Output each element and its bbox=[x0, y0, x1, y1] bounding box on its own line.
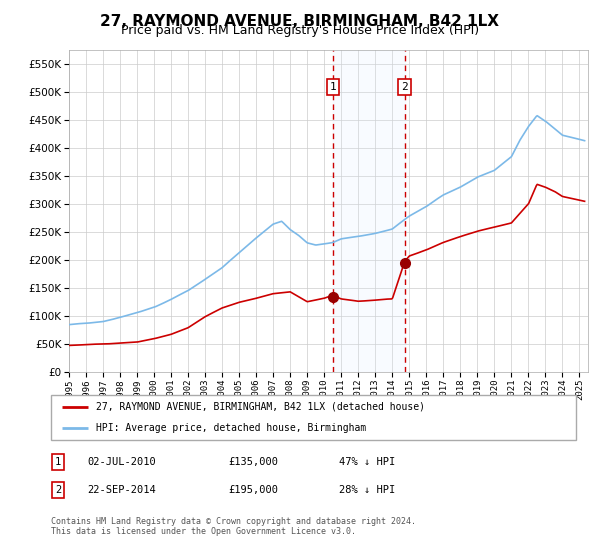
Text: 22-SEP-2014: 22-SEP-2014 bbox=[87, 485, 156, 495]
Text: £135,000: £135,000 bbox=[228, 457, 278, 467]
Text: Price paid vs. HM Land Registry's House Price Index (HPI): Price paid vs. HM Land Registry's House … bbox=[121, 24, 479, 37]
Text: 47% ↓ HPI: 47% ↓ HPI bbox=[339, 457, 395, 467]
Text: 2: 2 bbox=[55, 485, 61, 495]
Text: HPI: Average price, detached house, Birmingham: HPI: Average price, detached house, Birm… bbox=[95, 422, 366, 432]
Text: 1: 1 bbox=[55, 457, 61, 467]
Text: 02-JUL-2010: 02-JUL-2010 bbox=[87, 457, 156, 467]
Text: 27, RAYMOND AVENUE, BIRMINGHAM, B42 1LX (detached house): 27, RAYMOND AVENUE, BIRMINGHAM, B42 1LX … bbox=[95, 402, 425, 412]
Text: 2: 2 bbox=[401, 82, 408, 92]
FancyBboxPatch shape bbox=[51, 395, 576, 440]
Text: 27, RAYMOND AVENUE, BIRMINGHAM, B42 1LX: 27, RAYMOND AVENUE, BIRMINGHAM, B42 1LX bbox=[101, 14, 499, 29]
Text: 1: 1 bbox=[329, 82, 336, 92]
Text: Contains HM Land Registry data © Crown copyright and database right 2024.: Contains HM Land Registry data © Crown c… bbox=[51, 517, 416, 526]
Bar bbox=[333, 50, 404, 372]
Text: This data is licensed under the Open Government Licence v3.0.: This data is licensed under the Open Gov… bbox=[51, 528, 356, 536]
Text: 28% ↓ HPI: 28% ↓ HPI bbox=[339, 485, 395, 495]
Text: £195,000: £195,000 bbox=[228, 485, 278, 495]
